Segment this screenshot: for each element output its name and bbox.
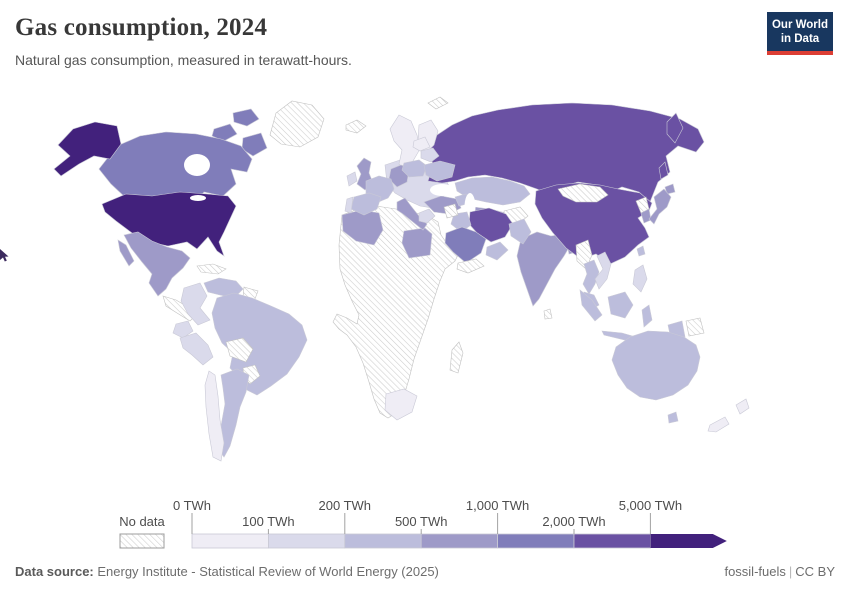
country-iran[interactable] <box>468 207 514 243</box>
country-thailand[interactable] <box>582 259 600 295</box>
country-india[interactable] <box>516 231 572 307</box>
legend-tick-label: 1,000 TWh <box>466 498 529 513</box>
country-bolivia[interactable] <box>225 337 254 363</box>
legend-bin-6[interactable] <box>650 534 727 548</box>
country-pakistan[interactable] <box>508 218 532 245</box>
data-source-text: Energy Institute - Statistical Review of… <box>93 564 439 579</box>
legend-no-data-swatch[interactable] <box>119 533 165 549</box>
country-portugal[interactable] <box>344 196 354 214</box>
legend-tick-label: 0 TWh <box>173 498 211 513</box>
country-canada-island2[interactable] <box>211 123 238 142</box>
legend-tick-label: 2,000 TWh <box>542 514 605 529</box>
legend: 0 TWh 100 TWh 200 TWh 500 TWh 1,000 TWh 2,000… <box>0 498 850 572</box>
legend-bin-0[interactable] <box>191 533 269 549</box>
country-egypt[interactable] <box>401 227 433 259</box>
country-indonesia-sulawesi[interactable] <box>641 304 653 328</box>
legend-bin-2[interactable] <box>344 533 422 549</box>
country-ireland[interactable] <box>346 171 358 187</box>
country-chile[interactable] <box>204 370 225 462</box>
footer: Data source: Energy Institute - Statisti… <box>15 564 835 579</box>
country-syria[interactable] <box>443 203 459 219</box>
country-greece[interactable] <box>418 208 436 224</box>
country-new-zealand-south[interactable] <box>707 416 730 433</box>
owid-logo-line1: Our World <box>771 19 828 31</box>
legend-no-data-label: No data <box>119 514 165 529</box>
owid-logo-line2: in Data <box>780 33 820 45</box>
footer-separator: | <box>788 564 793 579</box>
country-china[interactable] <box>534 182 653 265</box>
mouse-cursor <box>0 249 9 262</box>
black-sea <box>430 184 454 196</box>
legend-tick-label: 5,000 TWh <box>619 498 682 513</box>
country-poland[interactable] <box>401 159 428 178</box>
data-source-label: Data source: <box>15 564 94 579</box>
country-cuba[interactable] <box>196 263 227 275</box>
country-saudi-arabia[interactable] <box>444 226 487 264</box>
country-indonesia-sumatra[interactable] <box>579 289 603 322</box>
country-colombia[interactable] <box>180 282 211 326</box>
country-iceland[interactable] <box>345 119 367 134</box>
page-subtitle: Natural gas consumption, measured in ter… <box>15 52 352 68</box>
country-australia-tasmania[interactable] <box>667 411 679 424</box>
country-australia[interactable] <box>611 330 701 401</box>
country-svalbard[interactable] <box>427 96 449 110</box>
country-papua-new-guinea[interactable] <box>685 317 705 337</box>
country-russia[interactable] <box>427 102 705 203</box>
country-italy[interactable] <box>396 197 428 231</box>
country-new-zealand-north[interactable] <box>735 398 750 415</box>
country-sri-lanka[interactable] <box>543 308 553 320</box>
legend-bin-5[interactable] <box>573 533 651 549</box>
country-indonesia-borneo[interactable] <box>607 291 634 319</box>
country-peru[interactable] <box>179 332 214 366</box>
country-ukraine[interactable] <box>423 160 456 182</box>
country-mexico[interactable] <box>123 231 191 297</box>
country-russia-sakhalin[interactable] <box>658 161 669 180</box>
country-vietnam[interactable] <box>594 251 612 290</box>
country-japan[interactable] <box>648 188 672 225</box>
country-philippines[interactable] <box>632 264 648 293</box>
country-mexico-baja[interactable] <box>117 239 135 267</box>
country-taiwan[interactable] <box>636 245 646 257</box>
great-lakes <box>190 195 206 201</box>
world-map <box>0 85 850 495</box>
legend-tick-label: 500 TWh <box>395 514 448 529</box>
hudson-bay <box>184 154 210 176</box>
country-argentina[interactable] <box>216 368 250 458</box>
legend-bin-4[interactable] <box>497 533 575 549</box>
legend-tick-label: 100 TWh <box>242 514 295 529</box>
country-yemen[interactable] <box>456 258 485 274</box>
cc-by-link[interactable]: CC BY <box>795 564 835 579</box>
legend-tick-label: 200 TWh <box>319 498 372 513</box>
country-ecuador[interactable] <box>172 320 194 339</box>
fossil-fuels-link[interactable]: fossil-fuels <box>724 564 786 579</box>
country-mongolia[interactable] <box>557 183 609 203</box>
country-belarus[interactable] <box>420 147 440 163</box>
page-title: Gas consumption, 2024 <box>15 14 268 41</box>
country-south-africa[interactable] <box>384 388 418 421</box>
owid-logo[interactable]: Our World in Data <box>767 12 833 55</box>
country-usa-alaska[interactable] <box>53 121 122 177</box>
country-baltics[interactable] <box>412 136 431 152</box>
footer-links: fossil-fuels | CC BY <box>724 564 835 579</box>
legend-bin-1[interactable] <box>267 533 346 549</box>
country-greenland[interactable] <box>269 100 325 148</box>
country-canada-island1[interactable] <box>232 108 260 127</box>
country-uae-oman[interactable] <box>485 241 509 261</box>
legend-bin-3[interactable] <box>420 533 499 549</box>
country-russia-kamchatka[interactable] <box>666 112 684 144</box>
country-madagascar[interactable] <box>449 341 464 374</box>
data-source: Data source: Energy Institute - Statisti… <box>15 564 439 579</box>
